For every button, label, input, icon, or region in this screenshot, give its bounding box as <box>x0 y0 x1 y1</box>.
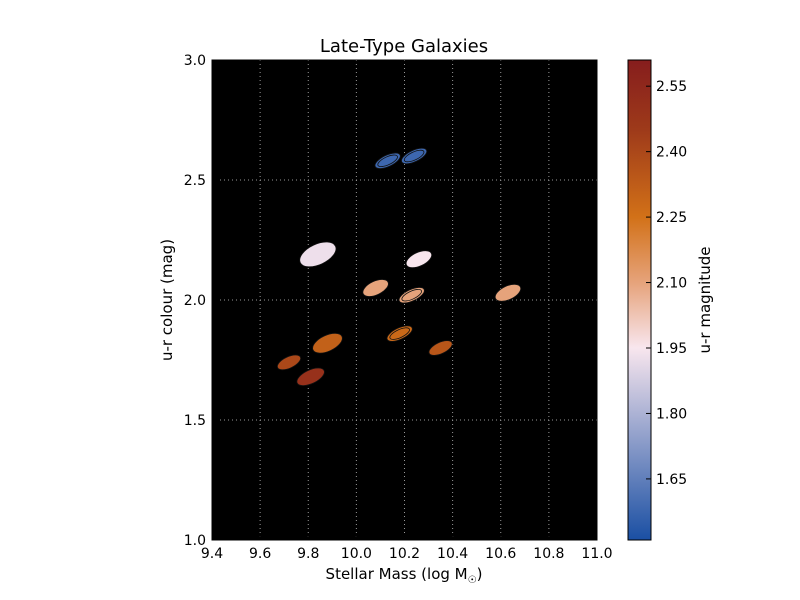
x-tick-label: 10.6 <box>485 546 516 562</box>
galaxy-marker <box>276 354 302 371</box>
galaxy-marker <box>405 250 433 269</box>
colorbar-ticks: 1.65 1.80 1.95 2.10 2.25 2.40 2.55 <box>646 79 687 488</box>
galaxy-marker <box>401 147 428 165</box>
galaxy-inner-ring <box>403 149 425 163</box>
y-tick-label: 1.5 <box>184 413 206 429</box>
galaxy-ellipse <box>374 152 401 169</box>
galaxy-marker <box>386 325 413 342</box>
galaxy-ellipse <box>386 325 413 342</box>
x-tick-label: 9.8 <box>297 546 319 562</box>
y-tick-label: 3.0 <box>184 53 206 69</box>
galaxy-ellipse <box>312 332 343 354</box>
galaxy-inner-ring <box>377 154 398 167</box>
x-tick-label: 9.4 <box>201 546 223 562</box>
galaxy-ellipse <box>401 147 428 165</box>
x-tick-label: 9.6 <box>249 546 271 562</box>
y-axis: 1.0 1.5 2.0 2.5 3.0 <box>184 53 217 549</box>
x-tick-label: 11.0 <box>581 546 612 562</box>
galaxy-ellipse <box>398 287 425 304</box>
galaxy-ellipse <box>428 340 453 356</box>
scatter-points <box>276 147 522 387</box>
galaxy-marker <box>296 367 325 387</box>
chart-title: Late-Type Galaxies <box>320 36 488 57</box>
galaxy-inner-ring <box>401 289 422 302</box>
galaxy-ellipse <box>299 241 337 268</box>
colorbar-tick-label: 2.10 <box>656 276 687 292</box>
colorbar <box>627 59 652 541</box>
colorbar-tick-label: 2.55 <box>656 79 687 95</box>
galaxy-marker <box>398 287 425 304</box>
galaxy-marker <box>362 279 389 297</box>
galaxy-ellipse <box>362 279 389 297</box>
x-tick-label: 10.2 <box>389 546 420 562</box>
y-tick-label: 2.5 <box>184 173 206 189</box>
y-tick-label: 2.0 <box>184 293 206 309</box>
galaxy-marker <box>299 241 337 268</box>
galaxy-ellipse <box>296 367 325 387</box>
galaxy-ellipse <box>405 250 433 269</box>
galaxy-marker <box>374 152 401 169</box>
y-axis-label: u-r colour (mag) <box>158 239 176 361</box>
colorbar-tick-label: 2.40 <box>656 145 687 161</box>
colorbar-tick-label: 1.95 <box>656 341 687 357</box>
galaxy-marker <box>312 332 343 354</box>
galaxy-ellipse <box>494 283 522 302</box>
y-tick-label: 1.0 <box>184 533 206 549</box>
colorbar-tick-label: 1.80 <box>656 406 687 422</box>
x-axis: 9.4 9.6 9.8 10.0 10.2 10.4 10.6 10.8 11.0 <box>201 535 613 562</box>
x-tick-label: 10.4 <box>437 546 468 562</box>
colorbar-tick-label: 1.65 <box>656 472 687 488</box>
colorbar-tick-label: 2.25 <box>656 210 687 226</box>
x-axis-label: Stellar Mass (log M☉) <box>326 565 483 586</box>
galaxy-marker <box>494 283 522 302</box>
colorbar-label: u-r magnitude <box>696 247 714 354</box>
galaxy-ellipse <box>276 354 302 371</box>
x-tick-label: 10.8 <box>533 546 564 562</box>
galaxy-marker <box>428 340 453 356</box>
x-tick-label: 10.0 <box>341 546 372 562</box>
galaxy-inner-ring <box>389 327 410 340</box>
